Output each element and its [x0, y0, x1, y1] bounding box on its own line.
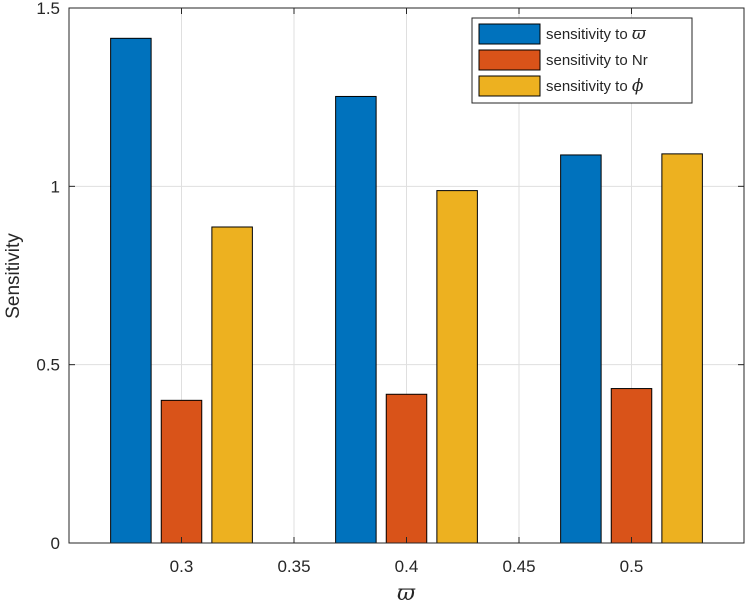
bar-sensitivity-to--0 [110, 37, 152, 544]
x-tick-label: 0.3 [170, 557, 194, 576]
legend-swatch [478, 49, 541, 71]
bar-sensitivity-to--2 [661, 153, 703, 544]
bars [110, 37, 703, 544]
legend-swatch [478, 75, 541, 97]
bar-sensitivity-to-nr-2 [610, 388, 653, 544]
legend-label: sensitivity to Nr [546, 52, 648, 69]
legend-label: sensitivity to ϖ [546, 24, 647, 44]
y-tick-label: 0 [51, 534, 60, 553]
bar-sensitivity-to--1 [436, 190, 478, 544]
x-tick-label: 0.4 [395, 557, 419, 576]
bar-sensitivity-to-nr-1 [385, 393, 428, 544]
axis-ticks: 0.3 0.35 0.4 0.45 0.5 0 0.5 1 1.5 [36, 0, 744, 576]
y-tick-label: 0.5 [36, 356, 60, 375]
x-tick-label: 0.5 [620, 557, 644, 576]
x-axis-title: ϖ [397, 581, 416, 604]
bar-sensitivity-to--1 [335, 95, 377, 544]
bar-sensitivity-to--0 [211, 226, 253, 544]
bar-sensitivity-to--2 [560, 154, 602, 544]
y-tick-label: 1 [51, 177, 60, 196]
y-axis-title: Sensitivity [3, 233, 24, 319]
bar-sensitivity-to-nr-0 [160, 399, 203, 544]
legend-label: sensitivity to ϕ [546, 76, 644, 96]
legend: sensitivity to ϖ sensitivity to Nr sensiti… [471, 17, 693, 104]
legend-swatch [478, 23, 541, 45]
x-tick-label: 0.35 [277, 557, 310, 576]
x-tick-label: 0.45 [502, 557, 535, 576]
y-tick-label: 1.5 [36, 0, 60, 18]
